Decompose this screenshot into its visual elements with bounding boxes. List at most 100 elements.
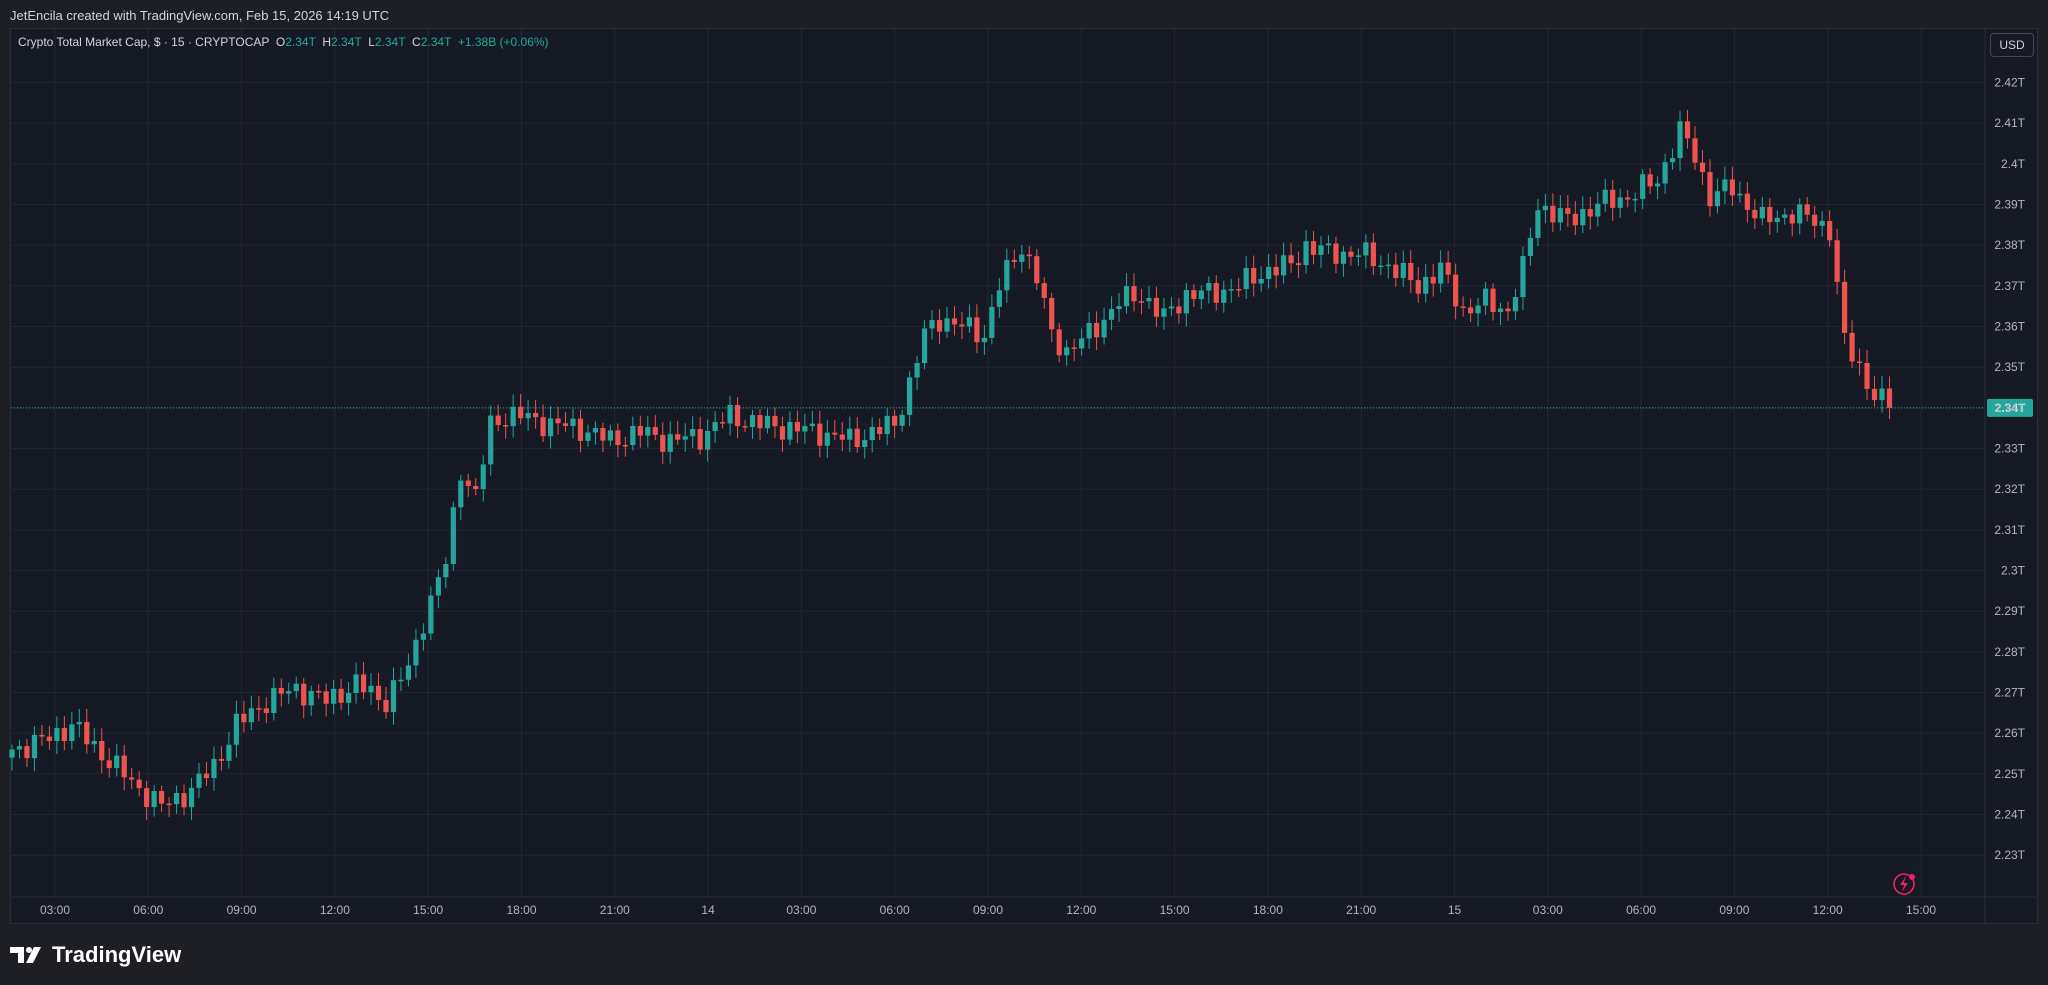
candle-body bbox=[1281, 255, 1287, 276]
candle-body bbox=[473, 485, 479, 490]
candle-body bbox=[607, 430, 613, 441]
x-tick-label: 09:00 bbox=[227, 903, 257, 917]
candle-body bbox=[832, 432, 838, 435]
candle-body bbox=[892, 415, 898, 426]
x-tick-label: 15:00 bbox=[1906, 903, 1936, 917]
y-tick-label: 2.32T bbox=[1994, 482, 2025, 496]
candle-body bbox=[1191, 290, 1197, 300]
candle-body bbox=[1408, 262, 1414, 281]
candle-body bbox=[346, 692, 352, 703]
x-tick-label: 15 bbox=[1448, 903, 1462, 917]
y-tick-label: 2.24T bbox=[1994, 808, 2025, 822]
candle-body bbox=[637, 426, 643, 436]
candle-body bbox=[1011, 259, 1017, 262]
candle-body bbox=[630, 426, 636, 446]
y-tick-label: 2.27T bbox=[1994, 686, 2025, 700]
candle-body bbox=[1370, 242, 1376, 267]
candle-body bbox=[129, 777, 135, 780]
candle-body bbox=[1325, 243, 1332, 246]
candle-body bbox=[929, 319, 935, 329]
candle-body bbox=[1468, 307, 1474, 314]
candle-body bbox=[1647, 174, 1653, 187]
candle-body bbox=[1752, 209, 1758, 219]
candle-body bbox=[921, 328, 928, 364]
candle-body bbox=[308, 690, 314, 706]
candle-body bbox=[981, 337, 987, 343]
candle-body bbox=[375, 685, 382, 700]
y-tick-label: 2.25T bbox=[1994, 767, 2025, 781]
y-tick-label: 2.4T bbox=[2001, 157, 2026, 171]
candle-body bbox=[1064, 347, 1070, 356]
candle-body bbox=[1123, 286, 1130, 307]
candle-body bbox=[1572, 213, 1578, 226]
x-tick-label: 21:00 bbox=[1346, 903, 1376, 917]
candle-body bbox=[510, 406, 516, 427]
x-tick-label: 15:00 bbox=[1160, 903, 1190, 917]
y-tick-label: 2.38T bbox=[1994, 238, 2025, 252]
candle-body bbox=[1774, 217, 1780, 223]
candle-body bbox=[188, 787, 195, 808]
candle-body bbox=[1527, 237, 1534, 257]
last-price-line: 2.34T bbox=[11, 398, 2033, 417]
legend-high-label: H bbox=[322, 35, 332, 49]
y-tick-label: 2.28T bbox=[1994, 645, 2025, 659]
chart-panel[interactable] bbox=[10, 28, 2038, 924]
candle-body bbox=[1221, 289, 1227, 303]
currency-button[interactable]: USD bbox=[1990, 33, 2034, 57]
candle-body bbox=[585, 432, 591, 441]
x-tick-label: 12:00 bbox=[1066, 903, 1096, 917]
candle-body bbox=[615, 430, 621, 446]
candle-body bbox=[420, 633, 426, 640]
attribution-bar: JetEncila created with TradingView.com, … bbox=[0, 0, 2048, 28]
candle-body bbox=[1482, 288, 1489, 306]
candle-body bbox=[241, 713, 247, 723]
candle-body bbox=[1722, 179, 1728, 192]
candle-body bbox=[996, 290, 1002, 307]
candle-body bbox=[1108, 309, 1115, 320]
candle-body bbox=[622, 445, 628, 447]
candle-body bbox=[1640, 174, 1646, 199]
candle-body bbox=[899, 414, 905, 426]
x-tick-label: 09:00 bbox=[973, 903, 1003, 917]
price-axis[interactable]: 2.42T 2.41T 2.4T 2.39T 2.38T 2.37T 2.36T 2.35T 2… bbox=[1994, 76, 2025, 863]
y-tick-label: 2.29T bbox=[1994, 604, 2025, 618]
candle-body bbox=[1355, 255, 1361, 257]
candle-body bbox=[316, 690, 322, 693]
candle-body bbox=[1378, 265, 1384, 268]
legend-low-label: L bbox=[368, 35, 375, 49]
candle-body bbox=[1782, 214, 1788, 218]
candle-body bbox=[413, 639, 419, 666]
candle-body bbox=[682, 436, 688, 440]
time-axis[interactable]: 03:00 06:00 09:00 12:00 15:00 18:00 21:00 14 03:… bbox=[40, 903, 1936, 917]
lightning-icon[interactable] bbox=[1893, 873, 1915, 895]
candle-body bbox=[398, 679, 404, 682]
candle-body bbox=[989, 306, 995, 338]
footer-brand-text: TradingView bbox=[52, 942, 182, 967]
candle-body bbox=[1393, 264, 1399, 278]
candle-body bbox=[667, 434, 673, 452]
candle-body bbox=[1168, 306, 1174, 309]
candle-body bbox=[1153, 297, 1160, 317]
footer-brand[interactable]: TradingView bbox=[10, 942, 181, 968]
candle-body bbox=[465, 480, 471, 486]
candle-body bbox=[1812, 214, 1818, 226]
candle-body bbox=[488, 415, 494, 465]
candle-body bbox=[1625, 197, 1631, 200]
candle-body bbox=[533, 413, 539, 418]
candle-body bbox=[16, 746, 23, 750]
candle-body bbox=[1759, 206, 1765, 219]
candle-body bbox=[1497, 308, 1504, 313]
candle-body bbox=[1236, 289, 1242, 291]
candle-body bbox=[1243, 267, 1249, 290]
candle-body bbox=[9, 749, 15, 758]
candle-body bbox=[1146, 297, 1152, 302]
y-tick-label: 2.42T bbox=[1994, 76, 2025, 90]
candle-body bbox=[764, 415, 771, 429]
candle-body bbox=[907, 377, 913, 415]
candle-body bbox=[166, 803, 172, 806]
candle-body bbox=[248, 708, 254, 723]
candle-body bbox=[121, 755, 127, 778]
candle-body bbox=[99, 740, 105, 761]
candle-body bbox=[1176, 306, 1182, 314]
